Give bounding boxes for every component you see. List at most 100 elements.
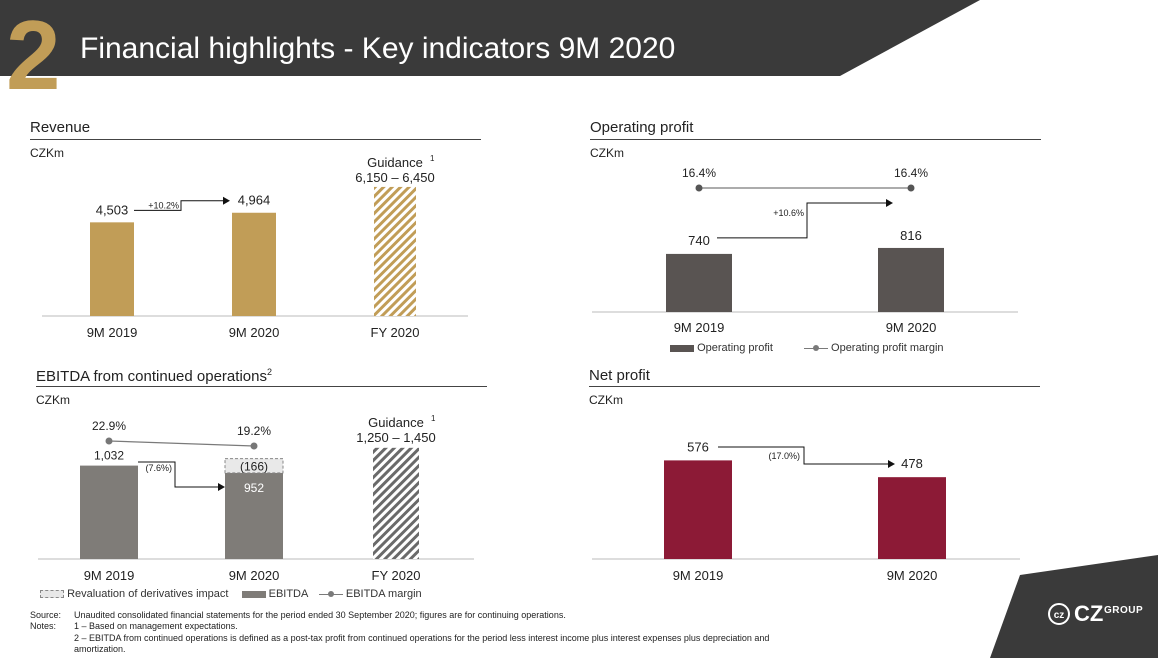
netprofit-change-arrowhead xyxy=(888,460,895,468)
opprofit-title-rule xyxy=(590,139,1041,140)
ebitda-value-label-0: 1,032 xyxy=(94,449,124,463)
netprofit-bar-1 xyxy=(878,477,946,559)
netprofit-title: Net profit xyxy=(589,367,650,384)
legend-line-ebitda-margin-icon xyxy=(318,590,343,597)
opprofit-margin-point-0 xyxy=(695,184,703,192)
ebitda-title-sup: 2 xyxy=(266,367,272,377)
legend-label-ebitda: EBITDA xyxy=(268,588,308,600)
revenue-title: Revenue xyxy=(30,119,91,136)
opprofit-bar-0 xyxy=(666,253,732,312)
revenue-value-label-0: 4,503 xyxy=(96,202,129,217)
netprofit-change-label: (17.0%) xyxy=(768,451,800,461)
footer-source-text: Unaudited consolidated financial stateme… xyxy=(74,610,566,620)
opprofit-margin-label-1: 16.4% xyxy=(894,166,928,180)
legend-swatch-ebitda xyxy=(241,590,266,598)
section-number: 2 xyxy=(6,0,60,110)
revenue-bar-0 xyxy=(90,222,134,316)
revenue-category-label-2: FY 2020 xyxy=(371,325,420,340)
footer-note-2: 2 – EBITDA from continued operations is … xyxy=(74,633,770,643)
opprofit-margin-label-0: 16.4% xyxy=(682,166,716,180)
ebitda-title-text: EBITDA from continued operations xyxy=(36,368,267,385)
ebitda-change-arrow xyxy=(138,461,221,488)
legend-label-ebitda-margin: EBITDA margin xyxy=(345,588,422,600)
ebitda-bar-1 xyxy=(225,472,283,559)
opprofit-bar-1 xyxy=(878,247,944,312)
legend-label-revaluation: Revaluation of derivatives impact xyxy=(67,588,229,600)
netprofit-value-label-1: 478 xyxy=(901,456,923,471)
footer-note-2b: amortization. xyxy=(74,644,126,654)
revenue-growth-arrow xyxy=(134,200,226,211)
legend-swatch-opprofit xyxy=(670,344,694,352)
ebitda-title-rule xyxy=(36,386,487,387)
netprofit-category-label-0: 9M 2019 xyxy=(673,568,724,583)
revenue-value-label-1: 4,964 xyxy=(238,193,271,208)
ebitda-legend: Revaluation of derivatives impact EBITDA… xyxy=(40,588,422,600)
ebitda-margin-label-1: 19.2% xyxy=(237,424,271,438)
opprofit-value-label-0: 740 xyxy=(688,233,710,248)
opprofit-value-label-1: 816 xyxy=(900,228,922,243)
revenue-bar-1 xyxy=(232,212,276,316)
ebitda-change-label: (7.6%) xyxy=(145,463,172,473)
page-title: Financial highlights - Key indicators 9M… xyxy=(80,32,676,65)
ebitda-guidance-range: 1,250 – 1,450 xyxy=(356,430,436,445)
ebitda-value-label-1: 952 xyxy=(244,481,264,495)
revenue-guidance-range: 6,150 – 6,450 xyxy=(355,170,435,185)
legend-label-opprofit-margin: Operating profit margin xyxy=(831,342,944,354)
netprofit-category-label-1: 9M 2020 xyxy=(887,568,938,583)
opprofit-legend: Operating profit Operating profit margin xyxy=(670,342,944,354)
svg-text:cz: cz xyxy=(1054,610,1065,621)
opprofit-category-label-0: 9M 2019 xyxy=(674,320,725,335)
netprofit-bar-0 xyxy=(664,460,732,559)
footer-note-1: 1 – Based on management expectations. xyxy=(74,621,238,631)
footer-source-label: Source: xyxy=(30,610,62,620)
opprofit-margin-point-1 xyxy=(907,184,915,192)
opprofit-growth-arrowhead xyxy=(886,199,893,207)
netprofit-value-label-0: 576 xyxy=(687,439,709,454)
revenue-unit: CZKm xyxy=(30,146,64,160)
opprofit-growth-label: +10.6% xyxy=(773,208,804,218)
logo-text: CZ xyxy=(1074,601,1104,626)
legend-label-opprofit: Operating profit xyxy=(697,342,773,354)
revenue-category-label-0: 9M 2019 xyxy=(87,325,138,340)
ebitda-margin-line xyxy=(108,440,255,447)
ebitda-category-label-2: FY 2020 xyxy=(372,568,421,583)
ebitda-guidance-sup: 1 xyxy=(431,414,436,423)
ebitda-bar-0 xyxy=(80,465,138,559)
ebitda-guidance-label: Guidance xyxy=(368,415,424,430)
opprofit-growth-arrow xyxy=(717,202,889,239)
revenue-category-label-1: 9M 2020 xyxy=(229,325,280,340)
ebitda-unit: CZKm xyxy=(36,393,70,407)
ebitda-revaluation-box xyxy=(224,458,284,474)
opprofit-category-label-1: 9M 2020 xyxy=(886,320,937,335)
opprofit-title: Operating profit xyxy=(590,119,694,136)
ebitda-change-arrowhead xyxy=(218,483,225,491)
netprofit-change-arrow xyxy=(718,446,891,465)
footer-notes-label: Notes: xyxy=(30,621,57,631)
logo-banner: cz xyxy=(990,555,1158,658)
netprofit-title-rule xyxy=(589,386,1040,387)
ebitda-margin-point-1 xyxy=(250,442,258,450)
ebitda-margin-label-0: 22.9% xyxy=(92,419,126,433)
header-banner xyxy=(0,0,980,100)
revenue-growth-label: +10.2% xyxy=(148,201,179,211)
ebitda-title: EBITDA from continued operations2 xyxy=(36,367,272,385)
legend-swatch-revaluation xyxy=(40,590,64,599)
revenue-guidance-sup: 1 xyxy=(430,154,435,163)
revenue-title-rule xyxy=(30,139,481,140)
logo-subtext: GROUP xyxy=(1104,605,1144,616)
revenue-growth-arrowhead xyxy=(223,196,230,205)
netprofit-unit: CZKm xyxy=(589,393,623,407)
revenue-guidance-label: Guidance xyxy=(367,155,423,170)
revenue-guidance-bar xyxy=(374,186,416,316)
ebitda-category-label-1: 9M 2020 xyxy=(229,568,280,583)
ebitda-category-label-0: 9M 2019 xyxy=(84,568,135,583)
legend-line-opprofit-margin-icon xyxy=(803,344,828,351)
ebitda-margin-point-0 xyxy=(105,437,113,445)
ebitda-guidance-bar xyxy=(373,447,419,559)
ebitda-revaluation-label: (166) xyxy=(240,460,268,474)
opprofit-unit: CZKm xyxy=(590,146,624,160)
